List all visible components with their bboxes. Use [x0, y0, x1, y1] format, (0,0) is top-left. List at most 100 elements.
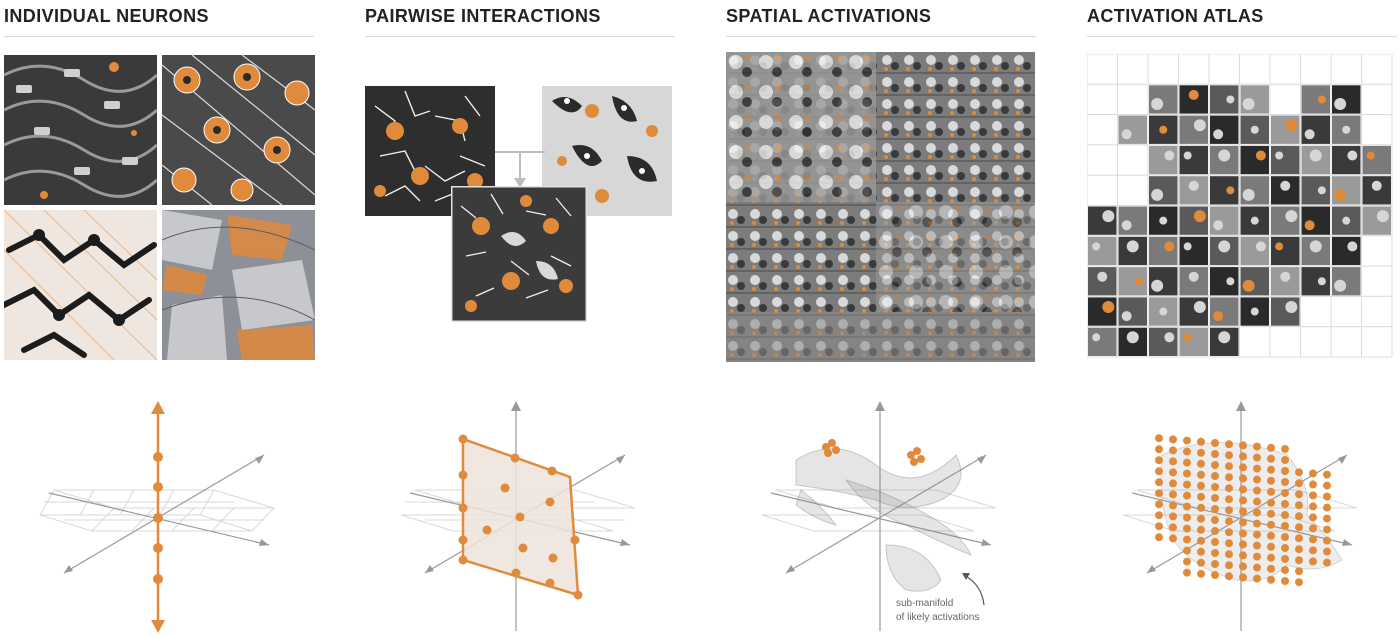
atlas-point [1323, 558, 1331, 567]
atlas-point [1309, 535, 1317, 544]
atlas-point [1169, 457, 1177, 466]
activation-manifold [795, 448, 973, 592]
atlas-tile-detail [1164, 241, 1175, 252]
atlas-tile-detail [1226, 95, 1235, 104]
atlas-point [1281, 555, 1289, 563]
atlas-point [1225, 550, 1233, 559]
atlas-tile-detail [1213, 311, 1224, 322]
atlas-point [1197, 437, 1205, 446]
column-divider [726, 36, 1036, 37]
atlas-tile-detail [1250, 307, 1259, 316]
column-divider [4, 36, 314, 37]
atlas-tile [1118, 297, 1147, 326]
atlas-point [1267, 454, 1275, 463]
atlas-point [1309, 546, 1317, 555]
atlas-cell [1087, 144, 1118, 176]
atlas-cell [1087, 174, 1118, 206]
atlas-point [1183, 568, 1191, 577]
atlas-point [1253, 519, 1261, 528]
atlas-tile-detail [1102, 210, 1115, 223]
atlas-point [1295, 490, 1303, 499]
atlas-tile [1179, 327, 1208, 356]
atlas-tile-detail [1092, 242, 1101, 251]
atlas-cell [1178, 54, 1210, 85]
atlas-cell [1361, 83, 1393, 116]
atlas-point [1197, 470, 1205, 479]
atlas-point [1225, 506, 1233, 515]
atlas-tile [1271, 145, 1300, 175]
atlas-tile-detail [1342, 125, 1351, 134]
atlas-tile [1149, 236, 1178, 266]
atlas-cell [1300, 295, 1332, 328]
atlas-point [1169, 523, 1177, 532]
annotation-arrow [963, 574, 985, 606]
atlas-tile-detail [1213, 220, 1224, 231]
atlas-cell [1087, 54, 1118, 85]
atlas-point [1225, 451, 1233, 460]
atlas-tile-detail [1317, 277, 1326, 286]
atlas-point [1295, 567, 1303, 576]
atlas-tile-detail [1159, 125, 1168, 134]
atlas-point [1253, 453, 1261, 462]
atlas-cell [1087, 83, 1118, 116]
atlas-point [1323, 470, 1331, 479]
atlas-point [1211, 560, 1219, 568]
atlas-point [1183, 546, 1191, 555]
atlas-point [1253, 486, 1261, 495]
atlas-tile-detail [1213, 129, 1224, 140]
atlas-tile-detail [1242, 188, 1255, 201]
atlas-point [1253, 442, 1261, 451]
atlas-point [1239, 540, 1247, 549]
atlas-point [1211, 571, 1219, 579]
atlas-tile-detail [1183, 151, 1192, 160]
atlas-tile-detail [1304, 220, 1315, 231]
atlas-tile [1362, 145, 1391, 175]
atlas-point [1169, 479, 1177, 488]
pairwise-interactions-diagram [400, 401, 636, 631]
atlas-point [1155, 522, 1163, 531]
atlas-tile [1149, 327, 1178, 356]
activation-atlas-diagram [1122, 401, 1358, 631]
atlas-point [1183, 491, 1191, 500]
atlas-point [1155, 445, 1163, 454]
atlas-point [1211, 450, 1219, 458]
atlas-tile-detail [1151, 188, 1164, 201]
atlas-cell [1087, 114, 1118, 146]
atlas-tile-detail [1304, 129, 1315, 140]
atlas-point [1155, 533, 1163, 542]
atlas-point [1253, 552, 1261, 561]
atlas-point [1183, 557, 1191, 566]
atlas-point [1239, 441, 1247, 450]
atlas-point [1197, 492, 1205, 501]
atlas-tile-detail [1164, 150, 1175, 161]
atlas-tile-detail [1317, 95, 1326, 104]
atlas-point [1323, 536, 1331, 545]
atlas-point [1197, 558, 1205, 567]
atlas-tile-detail [1193, 119, 1206, 132]
atlas-tile-detail [1285, 301, 1298, 314]
atlas-point [1197, 503, 1205, 512]
atlas-point [1225, 561, 1233, 570]
atlas-tile [1179, 236, 1208, 266]
atlas-cell [1361, 326, 1393, 358]
atlas-point [1267, 520, 1275, 529]
atlas-point [1253, 475, 1261, 484]
atlas-tile-detail [1226, 277, 1235, 286]
atlas-point [1239, 573, 1247, 582]
atlas-point [1281, 566, 1289, 574]
atlas-tile-detail [1151, 97, 1164, 110]
atlas-tile [1301, 115, 1330, 144]
atlas-cell [1117, 83, 1149, 116]
atlas-point [1281, 445, 1289, 453]
atlas-cell [1361, 295, 1393, 328]
atlas-point [1309, 557, 1317, 566]
atlas-tile-detail [1309, 149, 1322, 162]
column-divider [365, 36, 675, 37]
atlas-point [1183, 535, 1191, 544]
column-title: INDIVIDUAL NEURONS [4, 6, 209, 26]
atlas-point [1225, 539, 1233, 548]
atlas-grid-points [1155, 434, 1331, 587]
neuron-feature-visualization [162, 55, 315, 205]
atlas-tile-detail [1342, 216, 1351, 225]
atlas-tile-detail [1309, 240, 1322, 253]
